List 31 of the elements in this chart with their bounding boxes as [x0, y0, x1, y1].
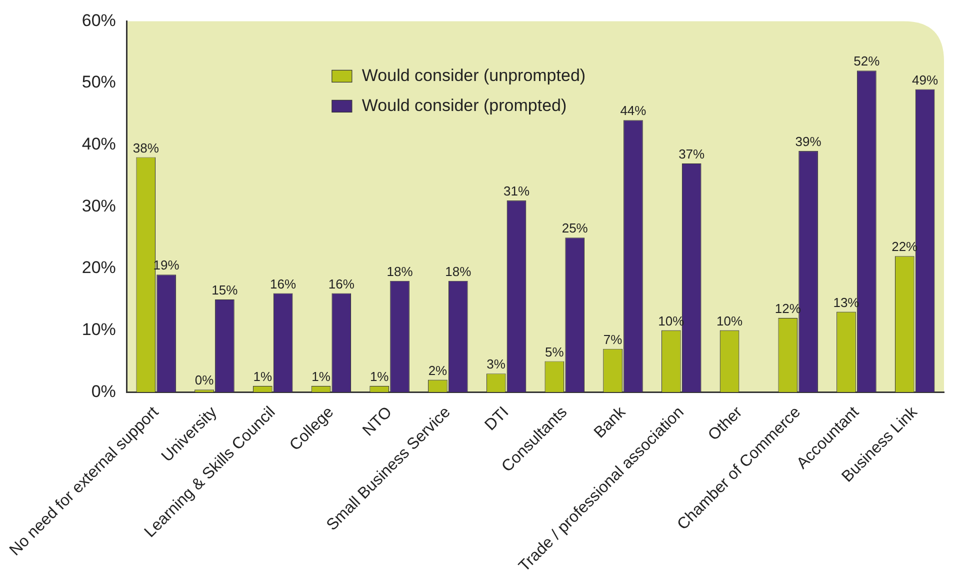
y-tick-label: 30% [82, 196, 116, 216]
data-label: 18% [445, 264, 472, 279]
data-label: 2% [428, 362, 448, 378]
data-label: 37% [678, 146, 706, 162]
data-label: 18% [386, 264, 414, 279]
data-label: 16% [270, 276, 296, 292]
y-tick-label: 50% [82, 72, 116, 92]
y-tick-label: 10% [82, 320, 116, 339]
legend-label: Would consider (unprompted) [362, 66, 586, 85]
legend-label: Would consider (prompted) [362, 96, 567, 115]
data-label: 0% [194, 372, 214, 388]
data-label: 49% [912, 72, 938, 88]
data-label: 38% [132, 140, 160, 156]
data-label: 10% [716, 313, 743, 328]
data-label: 44% [620, 103, 647, 118]
data-label: 3% [486, 356, 506, 372]
data-label: 25% [562, 220, 588, 236]
data-label: 15% [212, 282, 238, 298]
y-tick-label: 40% [82, 134, 116, 154]
y-tick-label: 20% [82, 258, 116, 278]
y-tick-label: 0% [91, 382, 116, 401]
data-label: 7% [603, 332, 623, 347]
data-label: 39% [795, 134, 822, 150]
data-label: 5% [545, 344, 564, 360]
data-label: 31% [503, 184, 530, 199]
y-tick-label: 60% [82, 10, 116, 30]
data-label: 1% [253, 369, 272, 384]
data-label: 1% [312, 369, 331, 384]
data-label: 16% [328, 276, 355, 292]
data-label: 52% [854, 54, 880, 69]
data-label: 1% [370, 369, 390, 384]
